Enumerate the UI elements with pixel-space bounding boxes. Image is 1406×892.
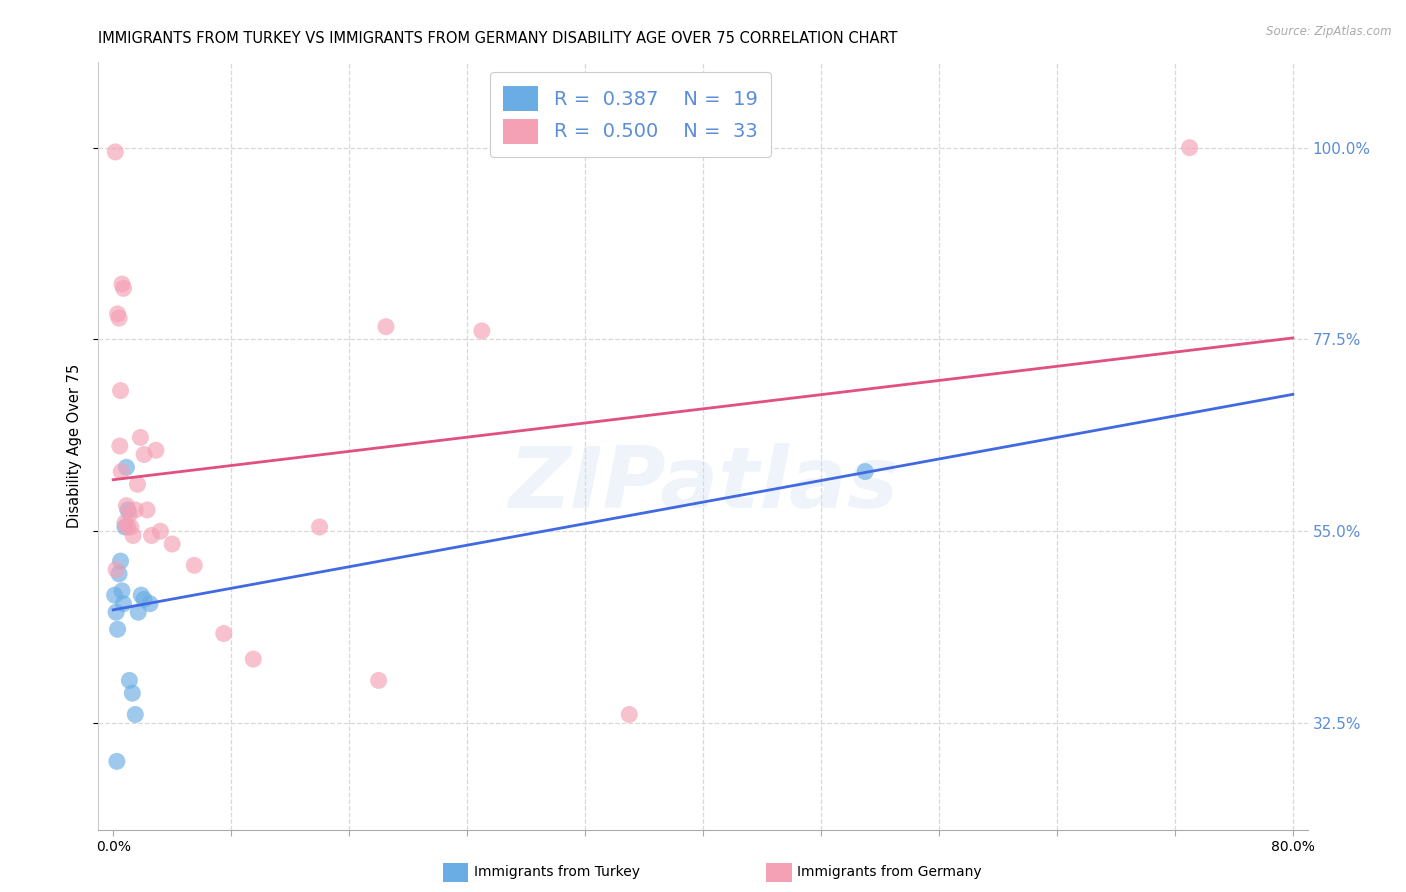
Point: [117, 520, 139, 534]
Point: [471, 324, 494, 338]
Point: [127, 477, 149, 491]
Text: IMMIGRANTS FROM TURKEY VS IMMIGRANTS FROM GERMANY DISABILITY AGE OVER 75 CORRELA: IMMIGRANTS FROM TURKEY VS IMMIGRANTS FRO…: [98, 31, 898, 46]
Point: [121, 686, 143, 700]
Point: [160, 537, 183, 551]
Point: [107, 622, 129, 636]
Point: [117, 503, 139, 517]
Point: [129, 430, 152, 444]
Point: [141, 528, 163, 542]
Point: [1178, 141, 1201, 155]
Point: [853, 465, 876, 479]
Point: [111, 583, 134, 598]
Point: [118, 673, 141, 688]
Point: [367, 673, 389, 688]
Point: [136, 503, 159, 517]
Point: [110, 554, 132, 568]
Point: [118, 507, 141, 521]
Point: [107, 307, 129, 321]
Point: [134, 448, 156, 462]
Point: [149, 524, 172, 539]
Point: [104, 588, 127, 602]
Point: [112, 281, 135, 295]
Point: [115, 460, 138, 475]
Point: [114, 516, 136, 530]
Point: [242, 652, 264, 666]
Point: [105, 755, 128, 769]
Point: [212, 626, 235, 640]
Point: [129, 588, 152, 602]
Point: [139, 597, 162, 611]
Y-axis label: Disability Age Over 75: Disability Age Over 75: [67, 364, 83, 528]
Point: [619, 707, 641, 722]
Point: [127, 605, 149, 619]
Point: [124, 503, 146, 517]
Point: [122, 528, 145, 542]
Point: [183, 558, 205, 573]
Point: [110, 465, 132, 479]
Text: Immigrants from Turkey: Immigrants from Turkey: [474, 865, 640, 880]
Point: [375, 319, 398, 334]
Point: [112, 597, 135, 611]
Point: [145, 443, 167, 458]
Point: [108, 311, 131, 326]
Point: [110, 384, 132, 398]
Point: [108, 566, 131, 581]
Point: [308, 520, 330, 534]
Text: Source: ZipAtlas.com: Source: ZipAtlas.com: [1267, 25, 1392, 38]
Point: [134, 592, 156, 607]
Text: Immigrants from Germany: Immigrants from Germany: [797, 865, 981, 880]
Point: [111, 277, 134, 291]
Point: [115, 499, 138, 513]
Point: [105, 605, 128, 619]
Point: [105, 563, 128, 577]
Point: [108, 439, 131, 453]
Point: [114, 520, 136, 534]
Point: [120, 520, 142, 534]
Point: [124, 707, 146, 722]
Point: [104, 145, 127, 159]
Legend: R =  0.387    N =  19, R =  0.500    N =  33: R = 0.387 N = 19, R = 0.500 N = 33: [489, 72, 772, 157]
Text: ZIPatlas: ZIPatlas: [508, 442, 898, 526]
